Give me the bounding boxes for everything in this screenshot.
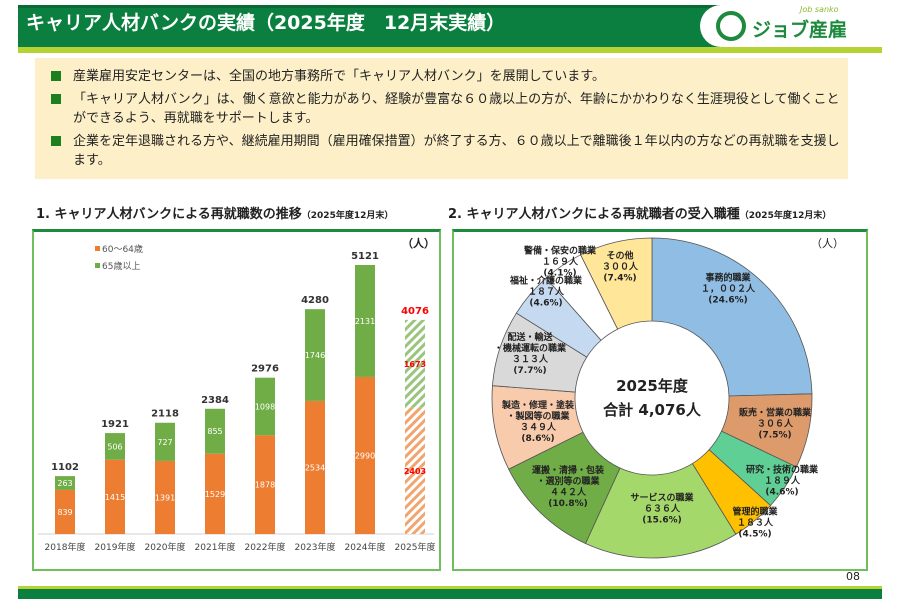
bar-chart-title: 1. キャリア人材バンクによる再就職数の推移（2025年度12月末） (36, 207, 394, 222)
bar-segment (405, 407, 425, 534)
logo-sub: Job sanko (800, 5, 839, 14)
donut-center-text: 2025年度 合計 4,076人 (603, 377, 701, 419)
bar-segment (305, 309, 325, 401)
bar-chart-box: （人） 839 263 1102 2018年度 1415 506 1921 2019年度 139… (32, 229, 441, 571)
donut-slice-label: その他 ３００人 (7.4%) (601, 251, 639, 284)
bar-total-label: 1102 (51, 462, 79, 473)
logo: Job sanko ジョブ産雇 (700, 5, 882, 47)
bar-segment (255, 377, 275, 436)
logo-text: ジョブ産雇 (752, 19, 848, 41)
bar-total-label: 2118 (151, 409, 179, 420)
bar-value-label: 2534 (305, 463, 325, 472)
bar-value-label: 1746 (305, 351, 325, 360)
legend-label: 65歳以上 (102, 260, 140, 272)
donut-slice (580, 237, 653, 330)
legend-swatch (95, 263, 100, 268)
bar-total-label: 4280 (301, 295, 329, 306)
notes-box: 産業雇用安定センターは、全国の地方事務所で「キャリア人材バンク」を展開しています… (35, 58, 848, 179)
bar-value-label: 1673 (404, 360, 426, 369)
bar-unit: （人） (402, 237, 435, 250)
bar-value-label: 506 (107, 442, 122, 451)
bar-segment (305, 400, 325, 534)
x-tick-label: 2020年度 (145, 541, 186, 553)
note-item: 産業雇用安定センターは、全国の地方事務所で「キャリア人材バンク」を展開しています… (51, 67, 848, 86)
bar-segment (55, 476, 75, 490)
donut-slice-label: 管理的職業 １８３人 (4.5%) (732, 507, 778, 540)
bullet-square-icon (51, 71, 61, 81)
bar-value-label: 727 (157, 438, 172, 447)
bar-segment (355, 376, 375, 534)
legend-swatch (95, 246, 100, 251)
bar-segment (155, 422, 175, 461)
donut-slice-label: 配送・輸送 ・機械運転の職業 ３１３人 (7.7%) (493, 333, 567, 376)
note-item: 「キャリア人材バンク」は、働く意欲と能力があり、経験が豊富な６０歳以上の方が、年… (51, 90, 848, 128)
x-tick-label: 2024年度 (345, 541, 386, 553)
donut-slice (651, 237, 813, 397)
bar-value-label: 2131 (355, 317, 375, 326)
x-tick-label: 2018年度 (45, 541, 86, 553)
bar-value-label: 2403 (404, 467, 426, 476)
logo-mark-icon (716, 11, 746, 41)
donut-slice-label: 福祉・介護の職業 １８７人 (4.6%) (509, 276, 583, 309)
pie-chart-title: 2. キャリア人材バンクによる再就職者の受入職種（2025年度12月末） (448, 207, 832, 222)
pie-chart-box: （人） (452, 229, 868, 571)
x-tick-label: 2025年度 (395, 541, 436, 553)
bar-total-label: 1921 (101, 419, 129, 430)
page-title: キャリア人材バンクの実績（2025年度 12月末実績） (26, 12, 506, 34)
note-item: 企業を定年退職される方や、継続雇用期間（雇用確保措置）が終了する方、６０歳以上で… (51, 132, 848, 170)
bar-chart: 839 263 1102 2018年度 1415 506 1921 2019年度 1391 727… (38, 243, 436, 553)
bar-value-label: 263 (57, 479, 72, 488)
bar-value-label: 1529 (205, 490, 225, 499)
bar-value-label: 839 (57, 508, 72, 517)
bar-value-label: 2990 (355, 451, 375, 460)
bullet-square-icon (51, 94, 61, 104)
donut-slice-label: 運搬・清掃・包装 ・選別等の職業 ４４２人 (10.8%) (531, 466, 605, 509)
bar-value-label: 1415 (105, 493, 125, 502)
bullet-square-icon (51, 136, 61, 146)
x-tick-label: 2019年度 (95, 541, 136, 553)
bar-segment (255, 435, 275, 534)
bar-segment (355, 265, 375, 377)
donut-slice-label: 警備・保安の職業 １６９人 (4.1%) (523, 246, 597, 279)
donut-slice-label: サービスの職業 ６３６人 (15.6%) (630, 493, 694, 526)
donut-slice-label: 製造・修理・塗装 ・製図等の職業 ３４９人 (8.6%) (501, 401, 575, 444)
bar-segment (55, 489, 75, 534)
donut-slice-label: 販売・営業の職業 ３０６人 (7.5%) (738, 408, 812, 441)
bar-segment (105, 459, 125, 534)
bar-value-label: 1098 (255, 403, 275, 412)
donut-slice-label: 研究・技術の職業 １８９人 (4.6%) (745, 465, 819, 498)
bar-segment (105, 433, 125, 460)
footer-bar (18, 586, 882, 599)
legend-label: 60～64歳 (102, 243, 143, 255)
donut-slice-label: 事務的職業 １，００２人 (24.6%) (700, 273, 756, 306)
bar-segment (155, 460, 175, 534)
bar-total-label: 2384 (201, 395, 229, 406)
bar-segment (405, 319, 425, 408)
bar-total-label: 5121 (351, 251, 379, 262)
bar-segment (205, 408, 225, 454)
bar-total-label: 4076 (401, 306, 429, 317)
x-tick-label: 2023年度 (295, 541, 336, 553)
header-accent-line (18, 47, 882, 53)
page-number: 08 (846, 570, 860, 583)
bar-value-label: 1391 (155, 493, 175, 502)
bar-total-label: 2976 (251, 364, 279, 375)
x-tick-label: 2021年度 (195, 541, 236, 553)
pie-unit: （人） (811, 237, 844, 250)
bar-value-label: 855 (207, 427, 222, 436)
x-tick-label: 2022年度 (245, 541, 286, 553)
bar-segment (205, 453, 225, 534)
bar-value-label: 1878 (255, 481, 275, 490)
